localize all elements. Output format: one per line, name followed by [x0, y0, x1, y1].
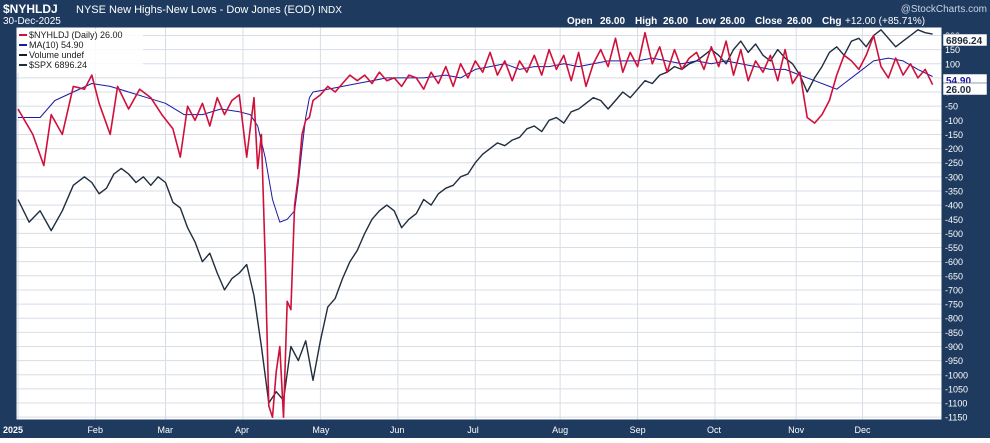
plot-border	[15, 26, 943, 421]
x-tick-label: Apr	[235, 425, 249, 435]
y-tick-label: -1000	[945, 370, 968, 380]
y-tick-label: -1050	[945, 384, 968, 394]
ohlc-chg-label: Chg	[822, 16, 841, 27]
series-line-ma	[18, 57, 933, 223]
legend-box	[17, 29, 143, 73]
y-tick-label: -200	[945, 144, 963, 154]
ohlc-high-value: 26.00	[663, 16, 688, 27]
y-tick-label: -250	[945, 158, 963, 168]
ohlc-chg-value: +12.00 (+85.71%)	[845, 16, 925, 27]
last-value-text: 54.90	[946, 76, 971, 87]
symbol-description: NYSE New Highs-New Lows - Dow Jones (EOD…	[76, 4, 315, 16]
last-value-box	[942, 33, 988, 47]
y-tick-label: -900	[945, 342, 963, 352]
ohlc-close-label: Close	[755, 16, 783, 27]
x-tick-label: Aug	[552, 425, 568, 435]
last-value-text: 6896.24	[946, 36, 983, 47]
y-tick-label: 100	[945, 59, 960, 69]
last-value-nyhl: 26.00	[942, 82, 988, 96]
y-tick-label: -50	[945, 102, 958, 112]
exchange-label: INDX	[318, 5, 342, 16]
x-tick-label: May	[312, 425, 330, 435]
y-tick-label: -150	[945, 130, 963, 140]
ohlc-low-label: Low	[696, 16, 716, 27]
y-tick-label: 150	[945, 45, 960, 55]
y-tick-label: -600	[945, 257, 963, 267]
watermark: @StockCharts.com	[901, 4, 987, 15]
x-tick-label: Oct	[707, 425, 722, 435]
ohlc-high-label: High	[635, 16, 657, 27]
y-tick-label: -400	[945, 201, 963, 211]
y-tick-label: -450	[945, 215, 963, 225]
y-tick-label: -1150	[945, 413, 967, 423]
x-tick-label: Dec	[855, 425, 872, 435]
ohlc-low-value: 26.00	[720, 16, 745, 27]
x-axis: 2025 Feb Mar Apr May Jun Jul Aug Sep Oct Nov Dec	[3, 425, 871, 435]
y-axis: 200150100500-50-100-150-200-250-300-350-…	[945, 31, 968, 423]
ohlc-close-value: 26.00	[787, 16, 812, 27]
y-tick-label: -550	[945, 243, 963, 253]
x-tick-label: Nov	[788, 425, 805, 435]
y-tick-label: -500	[945, 229, 963, 239]
y-tick-label: -700	[945, 285, 963, 295]
last-value-box	[942, 82, 988, 96]
legend-item: MA(10) 54.90	[29, 40, 84, 50]
y-tick-label: -100	[945, 116, 963, 126]
x-tick-label: 2025	[3, 425, 23, 435]
y-tick-label: -950	[945, 356, 963, 366]
legend-item: $SPX 6896.24	[29, 60, 87, 70]
legend-item: Volume undef	[29, 50, 85, 60]
symbol-title: $NYHLDJ	[3, 2, 58, 16]
series-line-nyhl	[17, 31, 934, 418]
y-tick-label: -350	[945, 186, 963, 196]
x-tick-label: Jun	[390, 425, 405, 435]
grid-lines	[16, 27, 942, 420]
y-tick-label: -650	[945, 271, 963, 281]
x-tick-label: Jul	[467, 425, 479, 435]
chart-date: 30-Dec-2025	[3, 16, 61, 27]
y-tick-label: -300	[945, 172, 963, 182]
y-tick-label: -800	[945, 314, 963, 324]
x-tick-label: Sep	[630, 425, 646, 435]
x-tick-label: Mar	[158, 425, 174, 435]
x-tick-label: Feb	[87, 425, 103, 435]
ohlc-open-value: 26.00	[600, 16, 625, 27]
y-tick-label: -1100	[945, 399, 967, 409]
ohlc-open-label: Open	[567, 16, 593, 27]
y-tick-label: -750	[945, 300, 963, 310]
legend-item: $NYHLDJ (Daily) 26.00	[29, 30, 123, 40]
y-tick-label: -850	[945, 328, 963, 338]
last-value-spx: 6896.24	[942, 33, 988, 47]
series-layer	[17, 29, 934, 418]
last-value-text: 26.00	[946, 85, 971, 96]
